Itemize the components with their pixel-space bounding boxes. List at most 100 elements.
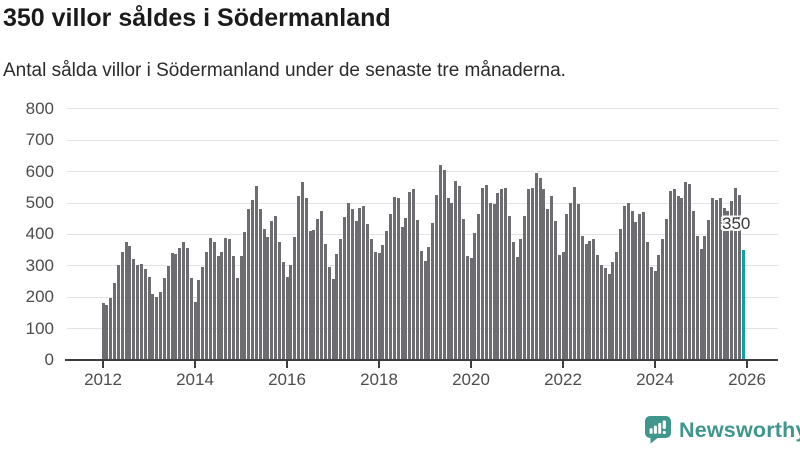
bar bbox=[431, 222, 435, 360]
x-tick bbox=[746, 361, 748, 368]
bar bbox=[553, 220, 557, 360]
bar bbox=[385, 231, 389, 360]
bar bbox=[155, 297, 159, 360]
bar bbox=[197, 279, 201, 360]
bar bbox=[404, 217, 408, 360]
bar bbox=[737, 194, 741, 360]
x-tick bbox=[102, 361, 104, 368]
bar bbox=[166, 265, 170, 360]
y-tick-label: 300 bbox=[25, 255, 54, 275]
bar bbox=[120, 251, 124, 360]
bar bbox=[680, 197, 684, 360]
bar bbox=[189, 277, 193, 360]
bar bbox=[611, 262, 615, 360]
bar bbox=[446, 197, 450, 360]
bar bbox=[573, 187, 576, 360]
bar bbox=[339, 239, 343, 360]
bar bbox=[734, 188, 737, 360]
bar bbox=[684, 182, 688, 360]
x-tick-label: 2018 bbox=[360, 370, 398, 389]
bar bbox=[320, 210, 323, 360]
bar bbox=[128, 246, 132, 360]
bar bbox=[109, 298, 113, 360]
bar bbox=[515, 257, 519, 360]
bar bbox=[653, 270, 657, 360]
bar bbox=[193, 301, 197, 360]
bar bbox=[584, 243, 588, 360]
y-tick-label: 700 bbox=[25, 130, 54, 150]
bar bbox=[400, 226, 404, 360]
bar bbox=[335, 253, 339, 360]
bar bbox=[592, 239, 596, 360]
y-tick-label: 600 bbox=[25, 161, 54, 181]
bar bbox=[546, 208, 550, 360]
x-tick-label: 2026 bbox=[728, 370, 766, 389]
bar bbox=[492, 204, 496, 360]
bar bbox=[297, 196, 300, 360]
bar bbox=[484, 185, 488, 360]
bar bbox=[638, 214, 642, 360]
highlight-value-label: 350 bbox=[722, 214, 751, 233]
bar bbox=[588, 240, 592, 360]
gridline bbox=[67, 202, 778, 204]
bar bbox=[159, 292, 162, 360]
x-tick bbox=[378, 361, 380, 368]
bar bbox=[707, 219, 711, 360]
bar bbox=[519, 239, 523, 360]
bar bbox=[454, 181, 458, 360]
bar bbox=[442, 170, 446, 360]
bar bbox=[182, 241, 185, 360]
bar bbox=[603, 267, 607, 360]
bar bbox=[461, 219, 465, 360]
bar bbox=[661, 239, 665, 360]
y-tick-label: 100 bbox=[25, 318, 54, 338]
bar bbox=[369, 239, 373, 360]
bar bbox=[101, 303, 105, 360]
gridline bbox=[67, 171, 778, 173]
bar bbox=[239, 256, 243, 360]
bar bbox=[699, 248, 703, 360]
brand-footer: Newsworthy bbox=[645, 416, 800, 444]
bar bbox=[607, 273, 611, 360]
bar bbox=[630, 210, 634, 360]
bar bbox=[599, 265, 603, 360]
bar bbox=[147, 276, 151, 360]
x-tick-label: 2020 bbox=[452, 370, 490, 389]
bar bbox=[262, 229, 266, 360]
x-tick-label: 2012 bbox=[84, 370, 122, 389]
bar bbox=[139, 263, 143, 360]
bar bbox=[389, 213, 392, 360]
bar bbox=[247, 209, 251, 360]
bar bbox=[254, 186, 258, 360]
bar bbox=[312, 230, 316, 360]
bar bbox=[116, 265, 120, 360]
bar bbox=[427, 246, 431, 360]
x-tick bbox=[194, 361, 196, 368]
bar bbox=[327, 267, 331, 360]
bar bbox=[174, 253, 178, 360]
bar bbox=[619, 229, 622, 360]
bar bbox=[277, 242, 281, 360]
bar bbox=[634, 222, 638, 360]
x-tick-label: 2014 bbox=[176, 370, 214, 389]
bar bbox=[500, 189, 504, 360]
bar bbox=[688, 184, 691, 360]
bar bbox=[465, 256, 469, 360]
bar bbox=[373, 251, 377, 360]
bar bbox=[703, 235, 707, 360]
bar bbox=[507, 215, 511, 360]
y-tick-label: 400 bbox=[25, 224, 54, 244]
bar bbox=[565, 213, 569, 360]
bar bbox=[331, 278, 335, 360]
bar bbox=[557, 255, 561, 360]
bar bbox=[224, 237, 228, 360]
bar bbox=[178, 247, 182, 360]
bar bbox=[274, 215, 277, 360]
bar bbox=[668, 191, 672, 360]
bar bbox=[580, 235, 584, 360]
bar bbox=[569, 202, 573, 360]
bar bbox=[343, 217, 346, 360]
bar bbox=[228, 239, 231, 360]
